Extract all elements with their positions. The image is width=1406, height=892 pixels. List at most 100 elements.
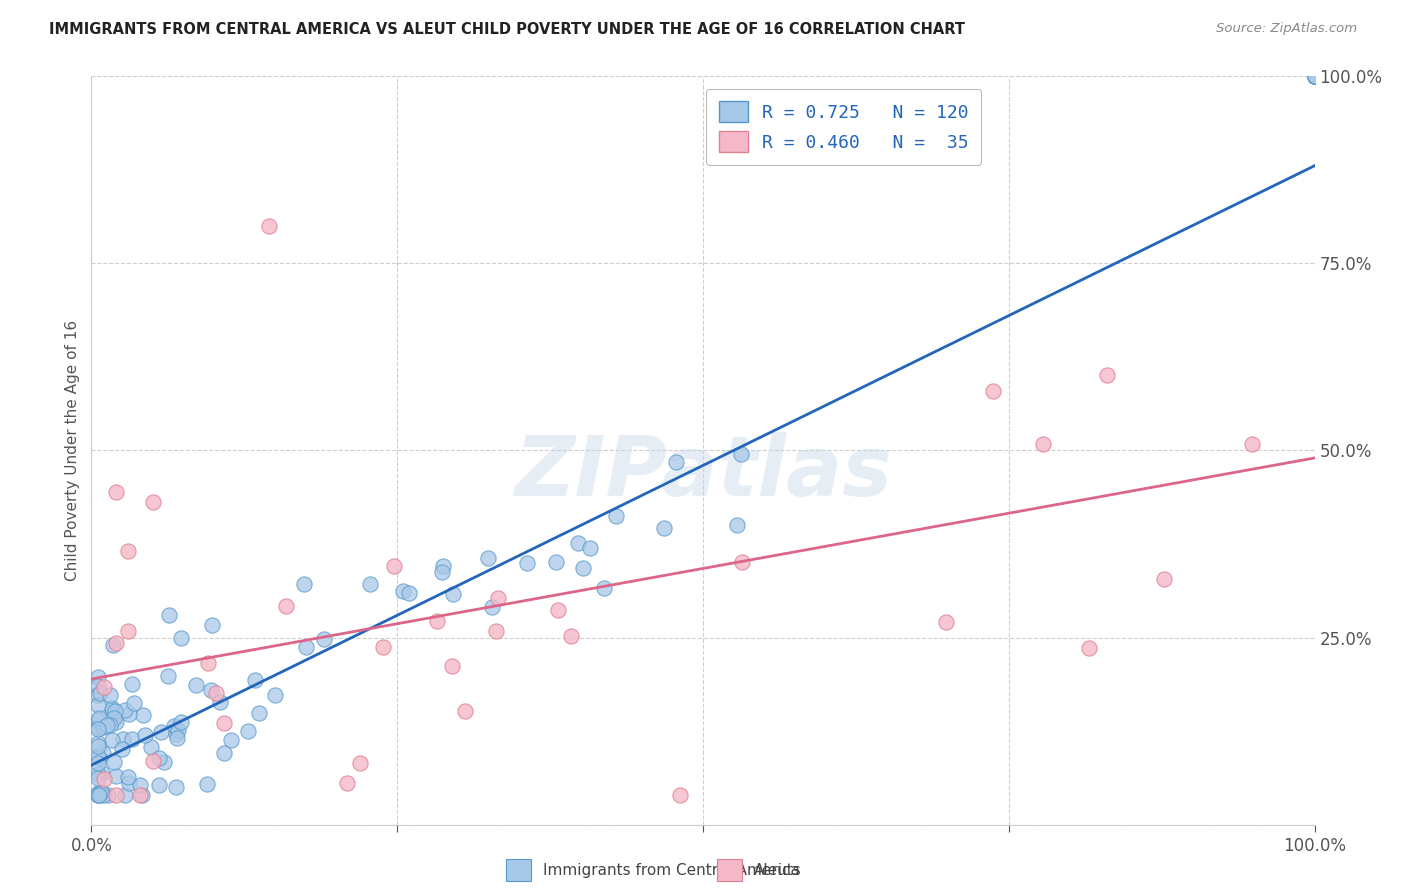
Point (121, 731, 143, 746)
Point (165, 780, 187, 795)
Point (170, 715, 193, 730)
Point (1303, 69, 1326, 83)
Point (560, 629, 582, 643)
Point (665, 455, 688, 469)
Point (104, 485, 127, 500)
Point (486, 591, 509, 606)
Point (114, 788, 136, 802)
Y-axis label: Child Poverty Under the Age of 16: Child Poverty Under the Age of 16 (65, 320, 80, 581)
Point (86, 749, 108, 764)
Point (169, 632, 191, 646)
Point (91, 766, 114, 780)
Point (103, 638, 125, 652)
Point (1303, 69, 1326, 83)
Point (96, 718, 118, 732)
Point (128, 778, 150, 792)
Point (547, 603, 569, 617)
Point (349, 756, 371, 770)
Point (101, 700, 124, 714)
Point (1303, 69, 1326, 83)
Point (592, 581, 614, 595)
Point (1303, 69, 1326, 83)
Point (731, 555, 754, 569)
Point (243, 673, 266, 687)
Point (1153, 573, 1175, 587)
Point (89, 750, 111, 764)
Point (516, 556, 538, 570)
Point (86, 786, 108, 800)
Point (121, 677, 143, 691)
Point (1303, 69, 1326, 83)
Point (165, 727, 187, 741)
Point (219, 732, 242, 747)
Point (652, 521, 675, 535)
Point (294, 640, 316, 655)
Text: Source: ZipAtlas.com: Source: ZipAtlas.com (1216, 22, 1357, 36)
Point (1303, 69, 1326, 83)
Point (97, 788, 120, 802)
Point (1303, 69, 1326, 83)
Point (247, 706, 270, 720)
Point (90, 784, 112, 798)
Point (86, 721, 108, 735)
Point (204, 686, 226, 700)
Point (477, 550, 499, 565)
Point (441, 586, 464, 600)
Point (93, 720, 115, 734)
Point (129, 788, 152, 802)
Point (1077, 641, 1099, 656)
Point (578, 541, 600, 555)
Point (104, 769, 127, 783)
Point (257, 219, 280, 233)
Point (382, 558, 405, 573)
Point (209, 695, 232, 709)
Point (86, 688, 108, 702)
Point (264, 689, 287, 703)
Point (212, 746, 235, 760)
Point (86, 788, 108, 802)
Point (122, 696, 145, 710)
Point (150, 724, 173, 739)
Point (86, 736, 108, 750)
Point (441, 659, 464, 673)
Point (398, 586, 420, 600)
Point (453, 705, 475, 719)
Point (432, 558, 454, 573)
Point (86, 713, 108, 727)
Point (200, 682, 222, 697)
Point (167, 723, 190, 737)
Point (86, 698, 108, 712)
Point (86, 772, 108, 786)
Point (104, 704, 127, 718)
Point (114, 703, 136, 717)
Point (1032, 437, 1054, 451)
Point (567, 536, 589, 550)
Point (1303, 69, 1326, 83)
Point (86, 669, 108, 683)
Point (1303, 69, 1326, 83)
Point (1303, 69, 1326, 83)
Point (1303, 69, 1326, 83)
Point (132, 708, 155, 723)
Point (101, 703, 124, 717)
Point (371, 640, 394, 654)
Point (157, 608, 180, 623)
Point (89, 711, 111, 725)
Point (163, 719, 186, 733)
Point (935, 615, 957, 630)
Point (981, 384, 1004, 398)
Point (117, 624, 139, 638)
Point (134, 728, 156, 742)
Point (184, 678, 207, 692)
Point (426, 614, 449, 628)
Point (86, 722, 108, 736)
Point (1240, 437, 1263, 451)
Point (312, 632, 335, 646)
Point (212, 715, 235, 730)
Point (1303, 69, 1326, 83)
Point (359, 576, 381, 591)
Point (118, 776, 141, 790)
Point (605, 509, 627, 524)
Point (1303, 69, 1326, 83)
Point (1303, 69, 1326, 83)
